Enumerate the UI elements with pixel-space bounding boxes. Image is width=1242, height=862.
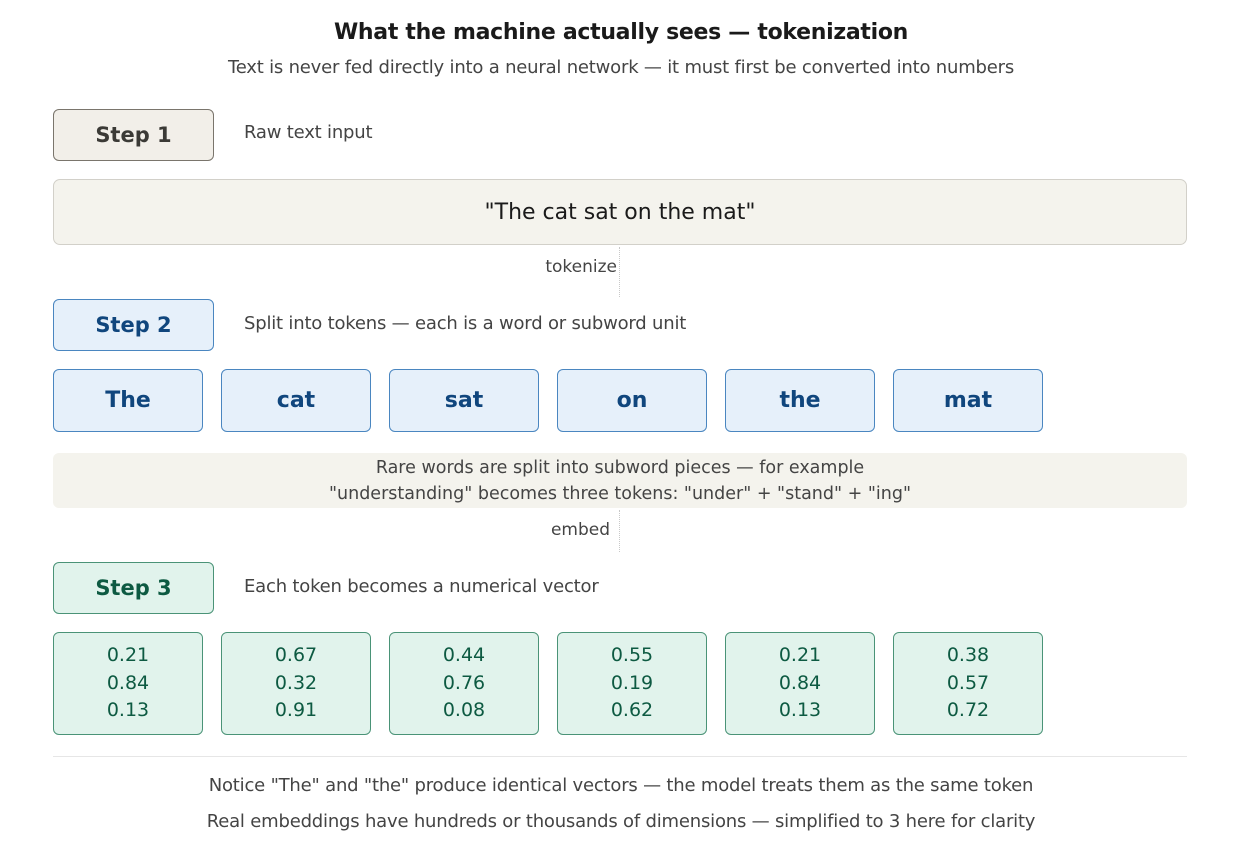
vector-row: 0.21 0.84 0.13 0.67 0.32 0.91 0.44 0.76 … [53, 632, 1043, 735]
subword-note-line-1: Rare words are split into subword pieces… [375, 457, 865, 478]
token-box: sat [389, 369, 539, 432]
vector-value: 0.44 [442, 644, 486, 667]
vector-box: 0.21 0.84 0.13 [725, 632, 875, 735]
vector-box: 0.38 0.57 0.72 [893, 632, 1043, 735]
vector-value: 0.67 [274, 644, 318, 667]
vector-value: 0.76 [442, 671, 486, 694]
footer-note-2: Real embeddings have hundreds or thousan… [206, 811, 1036, 832]
subword-note-line-2: "understanding" becomes three tokens: "u… [328, 483, 912, 504]
vector-value: 0.21 [778, 644, 822, 667]
tokenize-connector-line [619, 247, 620, 297]
vector-box: 0.55 0.19 0.62 [557, 632, 707, 735]
vector-value: 0.84 [106, 671, 150, 694]
token-box: on [557, 369, 707, 432]
vector-value: 0.32 [274, 671, 318, 694]
vector-value: 0.19 [610, 671, 654, 694]
embed-label: embed [550, 520, 610, 540]
step-3-badge: Step 3 [53, 562, 214, 614]
diagram-title: What the machine actually sees — tokeniz… [333, 20, 909, 45]
step-1-badge: Step 1 [53, 109, 214, 161]
vector-box: 0.21 0.84 0.13 [53, 632, 203, 735]
footer-divider [53, 756, 1187, 757]
step-2-badge: Step 2 [53, 299, 214, 351]
step-3-description: Each token becomes a numerical vector [244, 576, 599, 597]
vector-value: 0.38 [946, 644, 990, 667]
token-box: the [725, 369, 875, 432]
token-box: The [53, 369, 203, 432]
subword-note: Rare words are split into subword pieces… [53, 453, 1187, 508]
footer-note-1: Notice "The" and "the" produce identical… [208, 775, 1034, 796]
vector-value: 0.08 [442, 699, 486, 722]
tokenize-label: tokenize [545, 257, 617, 277]
token-box: mat [893, 369, 1043, 432]
vector-box: 0.44 0.76 0.08 [389, 632, 539, 735]
vector-value: 0.91 [274, 699, 318, 722]
vector-value: 0.13 [106, 699, 150, 722]
vector-value: 0.13 [778, 699, 822, 722]
diagram-subtitle: Text is never fed directly into a neural… [227, 57, 1015, 78]
vector-value: 0.84 [778, 671, 822, 694]
vector-value: 0.55 [610, 644, 654, 667]
token-box: cat [221, 369, 371, 432]
raw-text-box: "The cat sat on the mat" [53, 179, 1187, 245]
step-1-description: Raw text input [244, 122, 373, 143]
vector-value: 0.57 [946, 671, 990, 694]
vector-value: 0.21 [106, 644, 150, 667]
vector-value: 0.72 [946, 699, 990, 722]
step-2-description: Split into tokens — each is a word or su… [244, 313, 687, 334]
embed-connector-line [619, 510, 620, 552]
vector-box: 0.67 0.32 0.91 [221, 632, 371, 735]
vector-value: 0.62 [610, 699, 654, 722]
token-row: The cat sat on the mat [53, 369, 1043, 432]
